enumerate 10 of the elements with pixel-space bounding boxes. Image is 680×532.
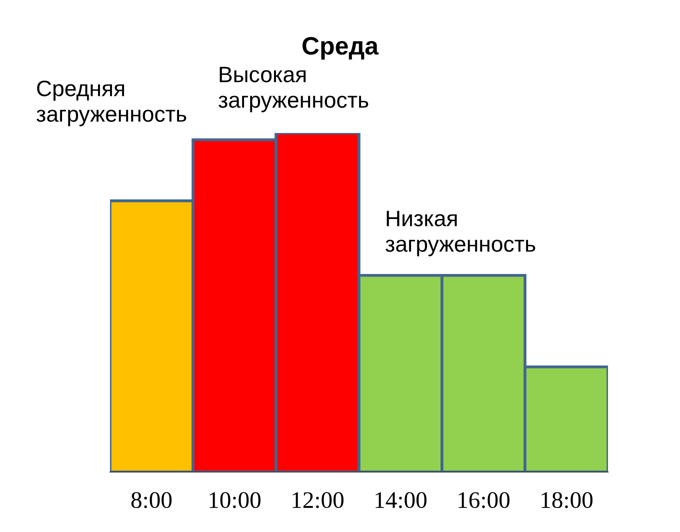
x-tick-label: 8:00 (131, 492, 172, 508)
x-tick-label: 14:00 (376, 492, 426, 508)
chart-title: Среда (302, 37, 379, 60)
text: Высокая загруженность (218, 66, 368, 112)
x-tick-label: 12:00 (292, 492, 344, 508)
x-tick-label: 18:00 (542, 492, 592, 508)
x-tick-label: 10:00 (210, 492, 260, 508)
text: Средняя загруженность (36, 80, 186, 126)
annotation: Низкая загруженность (386, 210, 536, 256)
x-tick-label: 16:00 (458, 492, 510, 508)
